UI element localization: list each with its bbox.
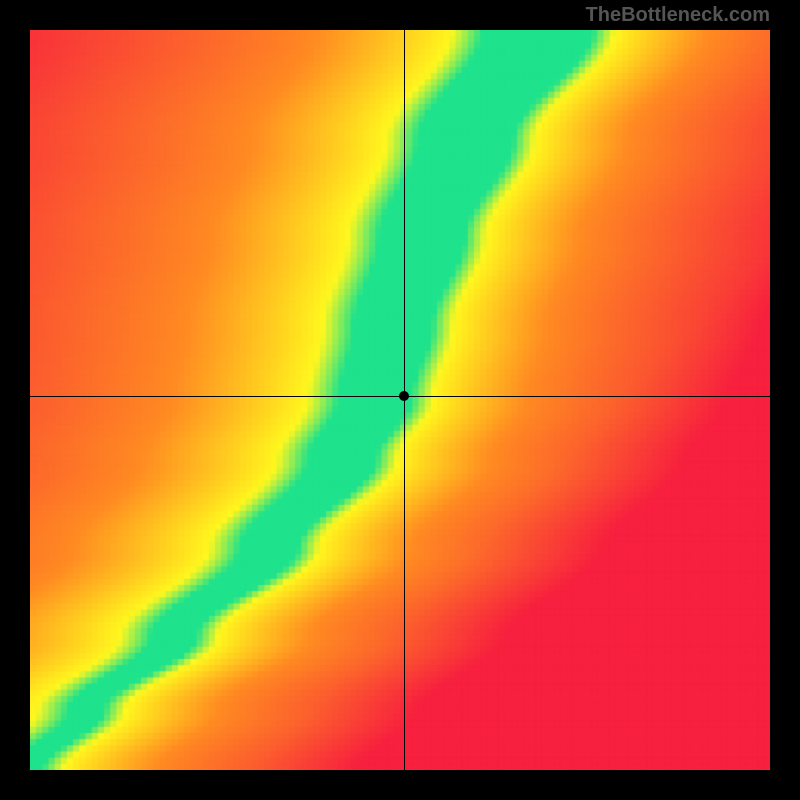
center-marker-dot [399, 391, 409, 401]
attribution-watermark: TheBottleneck.com [586, 4, 770, 27]
chart-container: TheBottleneck.com [0, 0, 800, 800]
